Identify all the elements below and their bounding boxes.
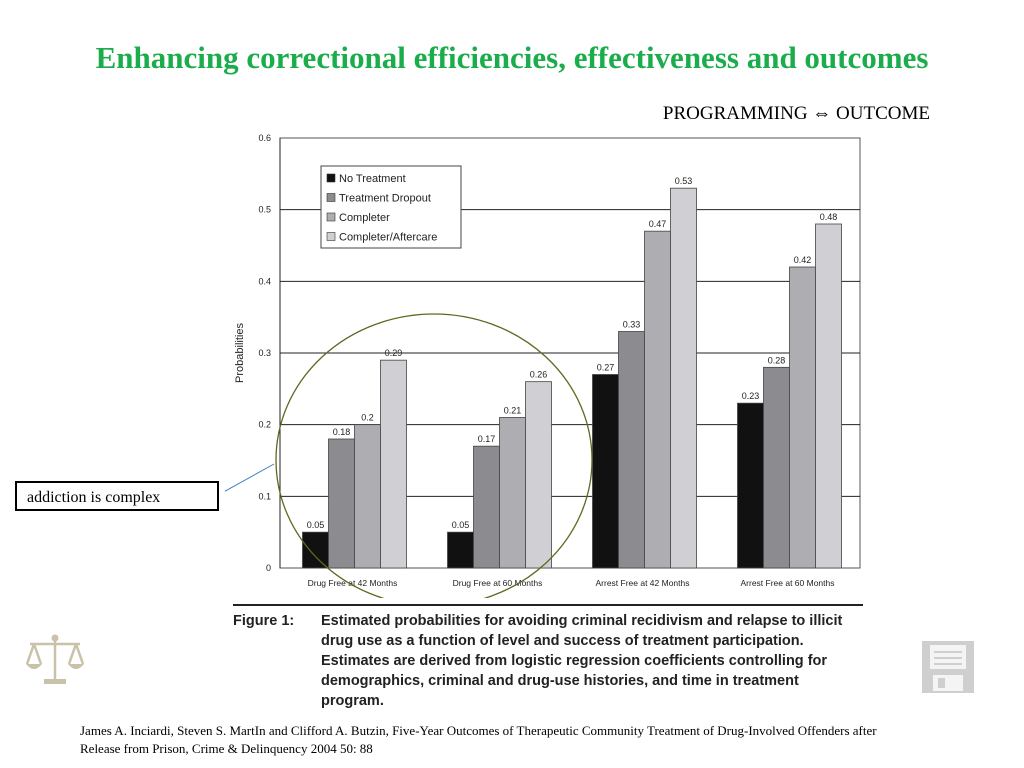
bar [447, 531, 474, 569]
data-label: 0.27 [597, 363, 615, 373]
bar [473, 445, 500, 569]
legend-label: No Treatment [339, 173, 406, 185]
bar [499, 417, 526, 569]
bar [328, 438, 355, 569]
x-tick-label: Drug Free at 42 Months [308, 578, 398, 588]
callout-connector [225, 463, 275, 492]
y-tick-label: 0.2 [258, 420, 271, 430]
data-label: 0.47 [649, 219, 667, 229]
callout-box: addiction is complex [15, 481, 219, 511]
figure-label: Figure 1: [233, 613, 295, 629]
bar [670, 187, 697, 569]
x-tick-label: Drug Free at 60 Months [453, 578, 543, 588]
bar [302, 531, 329, 569]
bar [763, 366, 790, 569]
bar [789, 266, 816, 569]
highlight-circle [275, 313, 593, 598]
bar-chart: 0 0.1 0.2 0.3 0.4 0.5 0.6 Probabilities 0.05 0.18… [225, 133, 861, 598]
data-label: 0.17 [478, 434, 496, 444]
bar [618, 331, 645, 569]
y-tick-label: 0.5 [258, 205, 271, 215]
bar [737, 402, 764, 569]
legend-label: Completer/Aftercare [339, 232, 437, 244]
bar [644, 230, 671, 569]
data-label: 0.23 [742, 391, 760, 401]
data-label: 0.48 [820, 212, 838, 222]
y-tick-label: 0.1 [258, 491, 271, 501]
y-tick-label: 0 [266, 563, 271, 573]
figure-caption: Figure 1: Estimated probabilities for av… [233, 604, 863, 711]
data-label: 0.18 [333, 427, 351, 437]
legend-box [320, 165, 462, 249]
data-label: 0.2 [361, 413, 374, 423]
bar [592, 374, 619, 569]
legend-swatch [326, 173, 336, 183]
data-label: 0.28 [768, 355, 786, 365]
data-label: 0.42 [794, 255, 812, 265]
data-label: 0.29 [385, 348, 403, 358]
citation-text: James A. Inciardi, Steven S. MartIn and … [80, 723, 877, 756]
slide-title: Enhancing correctional efficiencies, eff… [95, 40, 929, 75]
y-tick-label: 0.6 [258, 133, 271, 143]
data-label: 0.05 [307, 520, 325, 530]
bar [380, 359, 407, 569]
slide-subtitle: PROGRAMMING ⇔ OUTCOME [662, 103, 930, 124]
data-label: 0.53 [675, 176, 693, 186]
legend-label: Treatment Dropout [339, 193, 431, 205]
data-label: 0.33 [623, 320, 641, 330]
data-label: 0.05 [452, 520, 470, 530]
legend-swatch [326, 232, 336, 241]
data-label: 0.21 [504, 406, 522, 416]
bar [354, 424, 381, 569]
legend-swatch [326, 193, 336, 202]
legend-label: Completer [339, 212, 390, 224]
bar [815, 223, 842, 569]
y-tick-label: 0.4 [258, 276, 271, 286]
x-tick-label: Arrest Free at 60 Months [740, 578, 834, 588]
figure-caption-text: Estimated probabilities for avoiding cri… [321, 613, 843, 709]
bar [525, 381, 552, 569]
y-axis-label: Probabilities [234, 323, 246, 383]
data-label: 0.26 [530, 370, 548, 380]
floppy-disk-icon[interactable] [921, 640, 975, 694]
scales-of-justice-icon [25, 634, 85, 684]
y-tick-label: 0.3 [258, 348, 271, 358]
x-tick-label: Arrest Free at 42 Months [595, 578, 689, 588]
legend-swatch [326, 212, 336, 222]
